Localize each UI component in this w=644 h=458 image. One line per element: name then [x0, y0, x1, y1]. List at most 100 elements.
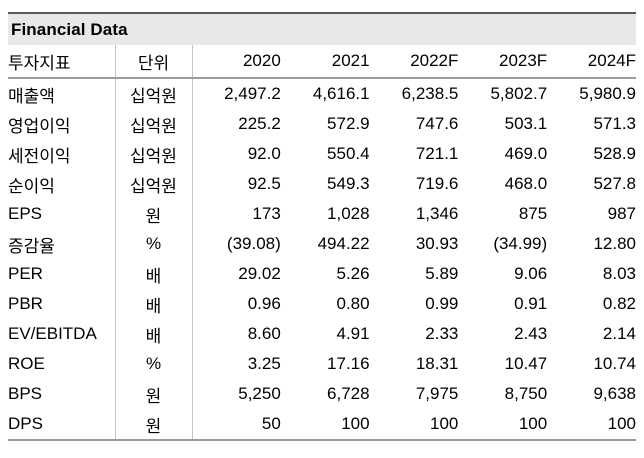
row-value: 719.6	[415, 174, 459, 193]
row-value: 9,638	[593, 384, 636, 403]
row-value: 2,497.2	[224, 84, 281, 103]
row-unit: 십억원	[115, 78, 193, 109]
header-year-2022f: 2022F	[369, 45, 459, 79]
row-value: 1,028	[327, 204, 370, 223]
table-row: PER 배 29.02 5.26 5.89 9.06 8.03	[8, 259, 636, 289]
row-value: 4,616.1	[312, 84, 370, 103]
table-row: DPS 원 50 100 100 100 100	[8, 409, 636, 441]
row-unit: 십억원	[115, 169, 193, 199]
row-unit: %	[115, 229, 193, 259]
row-unit: 십억원	[115, 109, 193, 139]
row-label: 영업이익	[8, 109, 116, 139]
row-value: 50	[192, 409, 281, 441]
table-row: ROE% 3.25 17.16 18.31 10.47 10.74	[8, 349, 636, 379]
row-label: EPS	[8, 199, 116, 229]
row-value: 30.93	[415, 234, 459, 253]
row-value: 10.74	[593, 354, 636, 373]
row-value: 721.1	[415, 144, 459, 163]
row-value: 2.14	[602, 324, 636, 343]
table-row: PBR 배 0.96 0.80 0.99 0.91 0.82	[8, 289, 636, 319]
row-value: (34.99)	[493, 234, 548, 253]
row-value: 8.03	[602, 264, 636, 283]
row-label: EV/EBITDA	[8, 319, 116, 349]
row-value: 92.5	[247, 174, 281, 193]
row-value: 7,975	[415, 384, 459, 403]
row-value: 2.33	[425, 324, 459, 343]
header-metric: 투자지표	[8, 45, 116, 79]
row-value: 550.4	[327, 144, 370, 163]
row-label: 매출액	[8, 78, 116, 109]
row-value: 469.0	[504, 144, 548, 163]
table-row: 증감율% (39.08) 494.22 30.93 (34.99) 12.80	[8, 229, 636, 259]
metrics-table: 투자지표 단위 2020 2021 2022F 2023F 2024F 매출액 십…	[8, 45, 636, 441]
table-row: EPS 원 173 1,028 1,346 875 987	[8, 199, 636, 229]
row-value: 3.25	[247, 354, 281, 373]
row-value: 571.3	[593, 114, 636, 133]
row-value: 29.02	[238, 264, 281, 283]
row-value: 2.43	[514, 324, 548, 343]
row-value: 5,802.7	[490, 84, 548, 103]
row-unit: 원	[115, 379, 193, 409]
row-value: 528.9	[593, 144, 636, 163]
row-unit: 십억원	[115, 139, 193, 169]
row-value: 572.9	[327, 114, 370, 133]
row-value: 6,728	[327, 384, 370, 403]
table-row: 세전이익 십억원 92.0 550.4 721.1 469.0 528.9	[8, 139, 636, 169]
row-value: 92.0	[247, 144, 281, 163]
row-unit: 배	[115, 259, 193, 289]
row-value: 100	[280, 409, 370, 441]
table-header-row: 투자지표 단위 2020 2021 2022F 2023F 2024F	[8, 45, 636, 79]
row-unit: 배	[115, 319, 193, 349]
row-value: 0.82	[602, 294, 636, 313]
row-value: 0.91	[514, 294, 548, 313]
row-value: 5.89	[425, 264, 459, 283]
row-label: BPS	[8, 379, 116, 409]
row-value: 100	[369, 409, 459, 441]
row-value: 875	[518, 204, 548, 223]
row-value: 549.3	[327, 174, 370, 193]
row-label: ROE	[8, 349, 116, 379]
row-unit: %	[115, 349, 193, 379]
row-value: 100	[547, 409, 636, 441]
table-row: 영업이익 십억원 225.2 572.9 747.6 503.1 571.3	[8, 109, 636, 139]
row-value: 12.80	[593, 234, 636, 253]
header-year-2024f: 2024F	[547, 45, 636, 79]
row-unit: 원	[115, 199, 193, 229]
row-value: 1,346	[415, 204, 459, 223]
row-value: 0.99	[425, 294, 459, 313]
row-value: 987	[607, 204, 636, 223]
row-unit: 배	[115, 289, 193, 319]
row-value: 10.47	[504, 354, 548, 373]
row-value: 747.6	[415, 114, 459, 133]
row-value: 494.22	[317, 234, 370, 253]
row-label: DPS	[8, 409, 116, 441]
row-label: 세전이익	[8, 139, 116, 169]
row-value: 225.2	[238, 114, 281, 133]
row-value: 527.8	[593, 174, 636, 193]
table-row: EV/EBITDA 배 8.60 4.91 2.33 2.43 2.14	[8, 319, 636, 349]
row-value: 6,238.5	[401, 84, 459, 103]
table-body: 매출액 십억원 2,497.2 4,616.1 6,238.5 5,802.7 5,980.…	[8, 78, 636, 441]
row-value: 100	[458, 409, 548, 441]
row-value: 17.16	[327, 354, 370, 373]
row-value: 0.96	[247, 294, 281, 313]
table-row: 순이익 십억원 92.5 549.3 719.6 468.0 527.8	[8, 169, 636, 199]
row-value: 173	[252, 204, 281, 223]
row-value: (39.08)	[226, 234, 281, 253]
table-row: BPS 원 5,250 6,728 7,975 8,750 9,638	[8, 379, 636, 409]
row-label: 순이익	[8, 169, 116, 199]
table-title: Financial Data	[8, 12, 636, 45]
row-value: 9.06	[514, 264, 548, 283]
row-label: 증감율	[8, 229, 116, 259]
row-value: 8,750	[504, 384, 548, 403]
header-year-2021: 2021	[280, 45, 370, 79]
row-value: 8.60	[247, 324, 281, 343]
row-value: 503.1	[504, 114, 548, 133]
financial-data-table: Financial Data 투자지표 단위 2020 2021 2022F 2…	[8, 12, 636, 441]
row-value: 4.91	[336, 324, 370, 343]
table-row: 매출액 십억원 2,497.2 4,616.1 6,238.5 5,802.7 5,980.…	[8, 78, 636, 109]
row-value: 468.0	[504, 174, 548, 193]
row-label: PBR	[8, 289, 116, 319]
header-year-2023f: 2023F	[458, 45, 548, 79]
row-value: 5,980.9	[579, 84, 636, 103]
